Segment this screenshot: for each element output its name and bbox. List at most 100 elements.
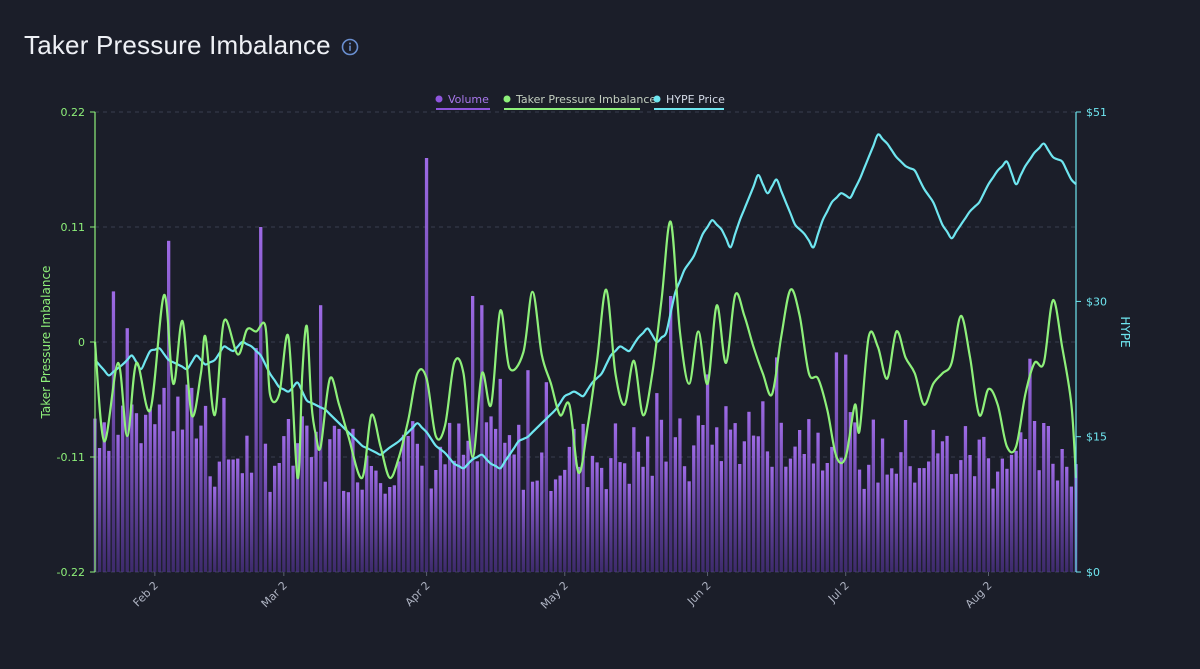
volume-bar	[650, 475, 654, 572]
volume-bar	[830, 446, 834, 572]
volume-bar	[277, 463, 281, 572]
volume-bar	[802, 454, 806, 572]
volume-bar	[134, 413, 139, 572]
volume-bar	[821, 470, 825, 572]
volume-bar	[880, 438, 885, 572]
volume-bar	[203, 405, 208, 572]
volume-bar	[268, 491, 272, 572]
volume-bar	[798, 430, 802, 572]
page-title: Taker Pressure Imbalance	[24, 30, 331, 60]
volume-bar	[213, 486, 217, 572]
legend-label-imbalance: Taker Pressure Imbalance	[515, 93, 656, 106]
volume-bar	[521, 489, 525, 572]
volume-bar	[751, 435, 756, 572]
volume-bar	[623, 463, 627, 572]
price-line	[94, 133, 1077, 470]
volume-bar	[111, 291, 116, 572]
volume-bar	[503, 442, 507, 572]
volume-bar	[1060, 449, 1064, 572]
volume-bar	[540, 452, 544, 572]
volume-bar	[553, 479, 558, 572]
legend-swatch-volume	[435, 95, 443, 103]
volume-bar	[590, 455, 595, 572]
legend-label-volume: Volume	[448, 93, 489, 106]
volume-bar	[963, 426, 968, 572]
volume-bar	[627, 483, 631, 572]
volume-bar	[682, 466, 687, 572]
chart-area: 0.22 0.11 0 -0.11 -0.22 $51 $30 $15 $0 Taker Pres…	[0, 80, 1200, 669]
volume-bar	[498, 378, 502, 572]
volume-bar	[319, 305, 323, 572]
volume-bar	[696, 415, 700, 572]
volume-bar	[572, 428, 576, 572]
volume-bar	[715, 427, 719, 572]
grid-lines	[95, 111, 1076, 573]
volume-bar	[300, 416, 304, 572]
volume-bar	[171, 431, 175, 572]
volume-bar	[834, 352, 839, 572]
volume-bar	[738, 464, 742, 572]
volume-bar	[636, 451, 641, 572]
volume-bar	[816, 432, 820, 572]
volume-bar	[973, 476, 977, 572]
volume-bar	[646, 436, 650, 572]
volume-bar	[558, 475, 562, 572]
volume-bar	[240, 473, 244, 572]
volume-bar	[641, 466, 645, 572]
volume-bar	[517, 424, 521, 572]
volume-bar	[576, 466, 581, 572]
volume-bar	[365, 455, 369, 572]
volume-bar	[595, 462, 599, 572]
volume-bar	[1000, 458, 1004, 572]
right-tick-label: $0	[1086, 566, 1100, 579]
volume-bar	[374, 470, 378, 572]
volume-bar	[742, 441, 746, 572]
volume-bar	[890, 468, 894, 572]
volume-bar	[411, 421, 415, 572]
volume-bar	[424, 158, 429, 572]
volume-bar	[314, 431, 318, 572]
volume-bar	[991, 488, 995, 572]
volume-bar	[388, 487, 392, 572]
legend-item-volume[interactable]: Volume	[435, 93, 491, 110]
volume-bar	[982, 436, 986, 572]
volume-bar	[775, 357, 779, 572]
info-circle-icon[interactable]	[341, 38, 359, 56]
volume-bar	[1014, 450, 1018, 572]
volume-bar	[761, 401, 765, 572]
volume-bar	[678, 418, 682, 572]
volume-bar	[701, 425, 705, 572]
volume-bar	[97, 448, 102, 572]
volume-bar	[406, 436, 410, 572]
legend-item-price[interactable]: HYPE Price	[653, 93, 726, 110]
volume-bar	[862, 488, 866, 572]
volume-bar	[825, 463, 829, 572]
left-tick-label: 0	[78, 336, 85, 349]
volume-bar	[1032, 421, 1037, 572]
volume-bar	[839, 457, 843, 572]
volume-bar	[512, 454, 516, 572]
volume-bar	[922, 468, 926, 572]
x-tick-label: Apr 2	[403, 579, 433, 609]
volume-bar	[351, 428, 355, 572]
volume-bar	[848, 412, 852, 572]
volume-bar	[1055, 480, 1060, 572]
volume-bar	[1028, 358, 1032, 572]
left-axis-title: Taker Pressure Imbalance	[39, 266, 53, 420]
volume-bar	[807, 419, 811, 572]
price-series	[94, 133, 1077, 470]
volume-bar	[899, 452, 903, 572]
volume-bar	[927, 461, 931, 572]
legend-item-imbalance[interactable]: Taker Pressure Imbalance	[503, 93, 657, 110]
right-axis-title: HYPE	[1118, 316, 1132, 347]
volume-bar	[632, 427, 636, 572]
volume-bar	[692, 445, 696, 572]
x-tick-label: Mar 2	[259, 579, 290, 610]
volume-bar	[710, 444, 714, 572]
legend-swatch-imbalance	[503, 95, 511, 103]
volume-bar	[332, 425, 337, 572]
volume-bar	[484, 422, 489, 572]
volume-bar	[959, 460, 963, 572]
volume-bar	[401, 434, 406, 572]
x-tick-label: Feb 2	[131, 579, 161, 609]
